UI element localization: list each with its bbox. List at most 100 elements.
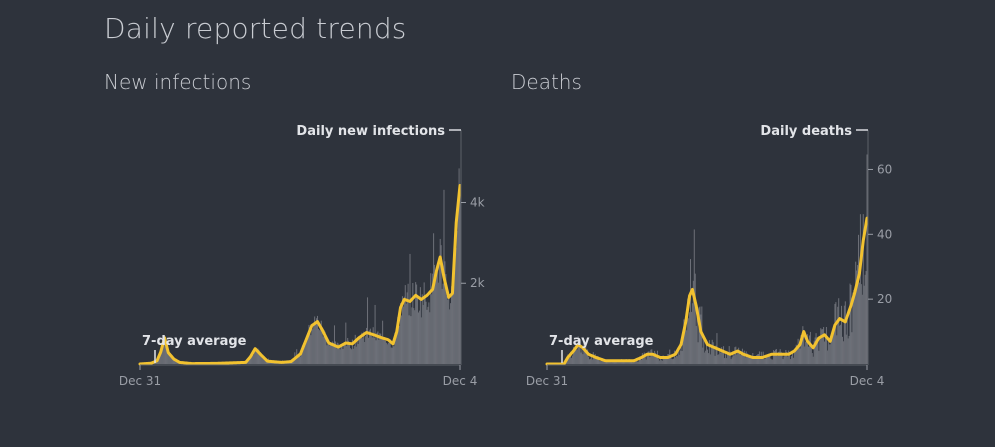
daily-bar bbox=[660, 359, 662, 364]
daily-bar bbox=[776, 356, 778, 364]
daily-bar bbox=[589, 359, 591, 364]
daily-bar bbox=[748, 357, 750, 364]
daily-bar bbox=[165, 346, 167, 364]
daily-bar bbox=[686, 330, 688, 364]
daily-bar bbox=[702, 347, 704, 364]
daily-bar bbox=[796, 345, 798, 364]
y-tick-label: 2k bbox=[470, 276, 485, 290]
daily-bar bbox=[262, 354, 264, 364]
daily-bar bbox=[581, 347, 583, 364]
daily-bar bbox=[258, 349, 260, 364]
daily-bar bbox=[768, 353, 770, 364]
daily-bar bbox=[815, 333, 817, 364]
daily-bar bbox=[609, 361, 611, 364]
daily-bar bbox=[750, 356, 752, 364]
daily-bar bbox=[736, 354, 738, 364]
daily-bar bbox=[342, 348, 344, 364]
daily-bar bbox=[805, 341, 807, 364]
daily-bar bbox=[646, 354, 648, 364]
daily-bar bbox=[673, 358, 675, 364]
daily-bar bbox=[608, 361, 610, 364]
daily-bar bbox=[378, 339, 380, 364]
daily-bar bbox=[396, 329, 398, 364]
daily-bar bbox=[371, 337, 373, 364]
daily-bar bbox=[795, 344, 797, 364]
daily-bar bbox=[601, 361, 603, 364]
daily-bar bbox=[577, 336, 579, 364]
daily-bar bbox=[724, 354, 726, 364]
daily-bar bbox=[315, 322, 317, 364]
daily-bar bbox=[677, 346, 679, 364]
daily-bar bbox=[639, 356, 641, 364]
daily-bar bbox=[368, 330, 370, 364]
daily-bar bbox=[323, 330, 325, 364]
daily-bar bbox=[863, 285, 865, 364]
daily-bar bbox=[337, 343, 339, 364]
daily-bar bbox=[619, 361, 621, 364]
daily-bar bbox=[849, 283, 851, 364]
daily-bar bbox=[713, 349, 715, 364]
daily-bar bbox=[251, 352, 253, 364]
daily-bar bbox=[569, 357, 571, 364]
daily-bar bbox=[590, 354, 592, 364]
daily-bar bbox=[663, 356, 665, 364]
daily-bar bbox=[850, 284, 852, 364]
daily-bar bbox=[720, 352, 722, 364]
daily-bar bbox=[169, 353, 171, 364]
daily-bar bbox=[788, 350, 790, 364]
daily-bar bbox=[819, 336, 821, 364]
daily-bar bbox=[810, 344, 812, 364]
daily-bar bbox=[753, 358, 755, 364]
daily-bar bbox=[358, 338, 360, 364]
daily-bar bbox=[723, 358, 725, 364]
daily-bar bbox=[640, 359, 642, 364]
daily-bar bbox=[376, 332, 378, 364]
daily-bar bbox=[808, 335, 810, 364]
daily-bar bbox=[837, 306, 839, 364]
daily-bar bbox=[341, 346, 343, 364]
daily-bar bbox=[431, 294, 433, 364]
daily-bar bbox=[308, 324, 310, 364]
daily-bar bbox=[430, 273, 432, 364]
daily-bar bbox=[741, 348, 743, 364]
daily-bar bbox=[610, 362, 612, 364]
daily-bar bbox=[416, 284, 418, 364]
daily-bar bbox=[644, 355, 646, 364]
daily-bar bbox=[580, 352, 582, 364]
daily-bar bbox=[791, 356, 793, 364]
daily-bar bbox=[366, 327, 368, 364]
daily-bar bbox=[398, 325, 400, 364]
daily-bar bbox=[331, 343, 333, 364]
daily-bar bbox=[574, 345, 576, 364]
daily-bar bbox=[444, 261, 446, 364]
daily-bar bbox=[354, 334, 356, 364]
x-tick-start-label: Dec 31 bbox=[119, 374, 161, 388]
daily-bar bbox=[723, 346, 725, 364]
daily-bar bbox=[357, 344, 359, 364]
daily-bar bbox=[392, 345, 394, 364]
daily-bar bbox=[754, 358, 756, 364]
daily-bar bbox=[627, 360, 629, 364]
daily-bar bbox=[402, 306, 404, 364]
daily-bar bbox=[381, 336, 383, 364]
daily-bar bbox=[321, 329, 323, 364]
daily-bar bbox=[817, 337, 819, 364]
daily-bar bbox=[846, 320, 848, 364]
daily-bar bbox=[400, 303, 402, 364]
daily-bar bbox=[858, 282, 860, 364]
daily-bar bbox=[781, 354, 783, 364]
daily-bar bbox=[369, 328, 371, 364]
daily-bar bbox=[576, 349, 578, 364]
daily-bar bbox=[845, 334, 847, 364]
daily-bar bbox=[415, 282, 417, 364]
daily-bar bbox=[250, 357, 252, 364]
daily-bar bbox=[340, 344, 342, 364]
daily-bar bbox=[333, 342, 335, 364]
daily-bar bbox=[458, 168, 460, 364]
daily-bar bbox=[405, 303, 407, 364]
daily-bar bbox=[615, 360, 617, 364]
daily-bar bbox=[401, 315, 403, 364]
daily-bar bbox=[603, 360, 605, 364]
daily-bar bbox=[359, 337, 361, 364]
y-tick-label: 60 bbox=[877, 162, 892, 176]
